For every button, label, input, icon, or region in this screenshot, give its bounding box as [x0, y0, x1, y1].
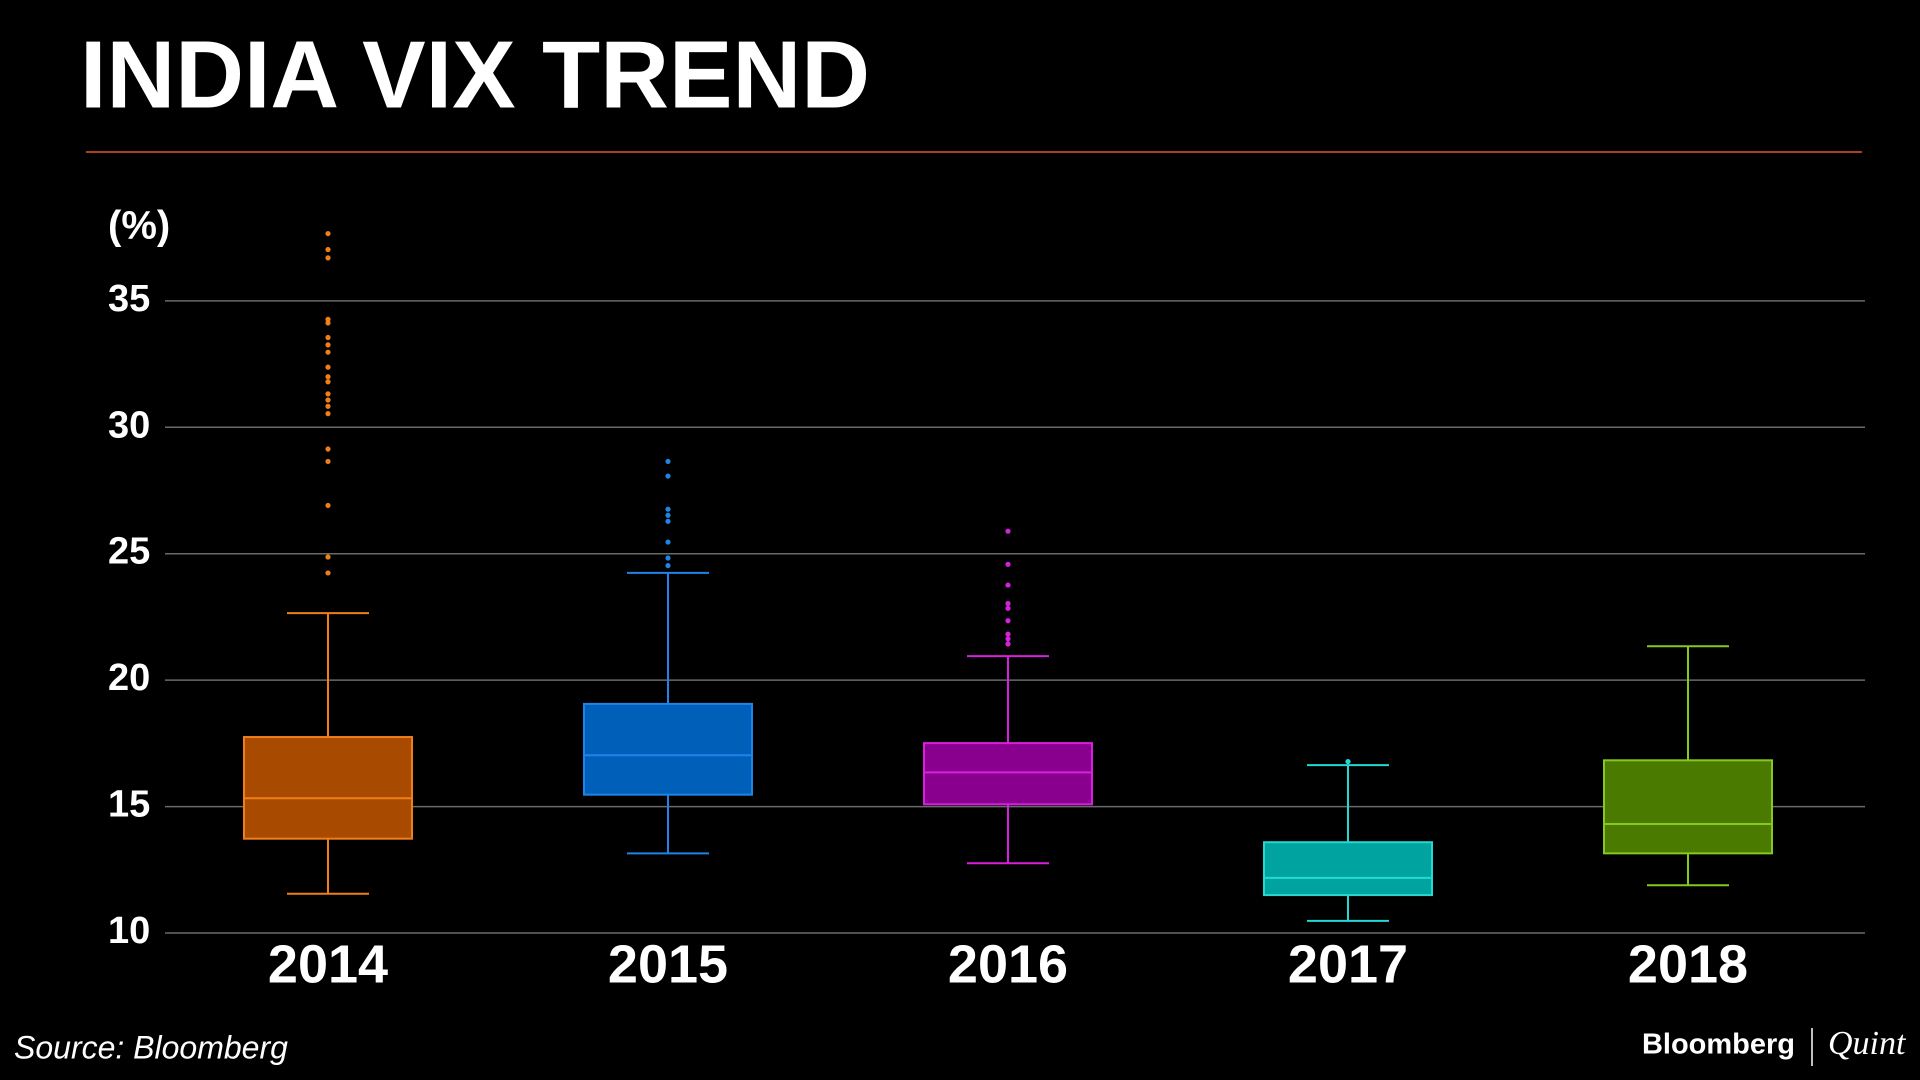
- y-tick-label: 25: [108, 531, 150, 573]
- outlier: [665, 458, 671, 465]
- outlier: [1005, 618, 1011, 624]
- outlier: [665, 555, 671, 561]
- outlier: [1005, 600, 1011, 607]
- outlier: [665, 512, 671, 518]
- box: [1603, 759, 1773, 855]
- outlier: [325, 391, 331, 397]
- chart-title: INDIA VIX TREND: [80, 21, 870, 128]
- outlier: [325, 446, 331, 452]
- x-tick-label: 2015: [608, 934, 728, 994]
- outlier: [325, 349, 331, 355]
- box: [923, 742, 1093, 806]
- outlier: [325, 554, 331, 560]
- outlier: [325, 246, 331, 253]
- outlier: [325, 403, 331, 409]
- outlier: [1005, 582, 1011, 588]
- box: [1263, 841, 1433, 897]
- outlier: [1005, 631, 1011, 637]
- source: Source: Bloomberg: [14, 1029, 288, 1065]
- outlier: [325, 374, 331, 380]
- outlier: [665, 518, 671, 524]
- outlier: [325, 364, 331, 370]
- outlier: [325, 255, 331, 261]
- outlier: [325, 320, 331, 326]
- y-tick-label: 10: [108, 910, 150, 952]
- outlier: [325, 230, 331, 237]
- y-axis-label: (%): [108, 204, 170, 248]
- outlier: [325, 458, 331, 465]
- outlier: [325, 397, 331, 403]
- y-tick-label: 15: [108, 784, 150, 826]
- x-tick-label: 2016: [948, 934, 1068, 994]
- box: [243, 736, 413, 840]
- brand: Bloomberg: [1642, 1029, 1795, 1061]
- y-tick-label: 35: [108, 278, 150, 320]
- outlier: [665, 562, 671, 569]
- outlier: [325, 342, 331, 348]
- y-tick-label: 30: [108, 404, 150, 446]
- outlier: [1005, 641, 1011, 647]
- x-tick-label: 2014: [268, 934, 388, 994]
- outlier: [665, 473, 671, 479]
- outlier: [325, 334, 331, 341]
- outlier: [325, 379, 331, 385]
- outlier: [1005, 605, 1011, 611]
- outlier: [1005, 528, 1011, 534]
- outlier: [325, 570, 331, 576]
- y-tick-label: 20: [108, 657, 150, 699]
- outlier: [1005, 561, 1011, 567]
- brand-partner: Quint: [1828, 1025, 1907, 1062]
- outlier: [1005, 636, 1011, 642]
- outlier: [325, 411, 331, 417]
- x-tick-label: 2018: [1628, 934, 1748, 994]
- outlier: [665, 506, 671, 512]
- outlier: [665, 539, 671, 545]
- x-tick-label: 2017: [1288, 934, 1408, 994]
- box: [583, 702, 753, 796]
- outlier: [1345, 758, 1351, 765]
- outlier: [325, 502, 331, 509]
